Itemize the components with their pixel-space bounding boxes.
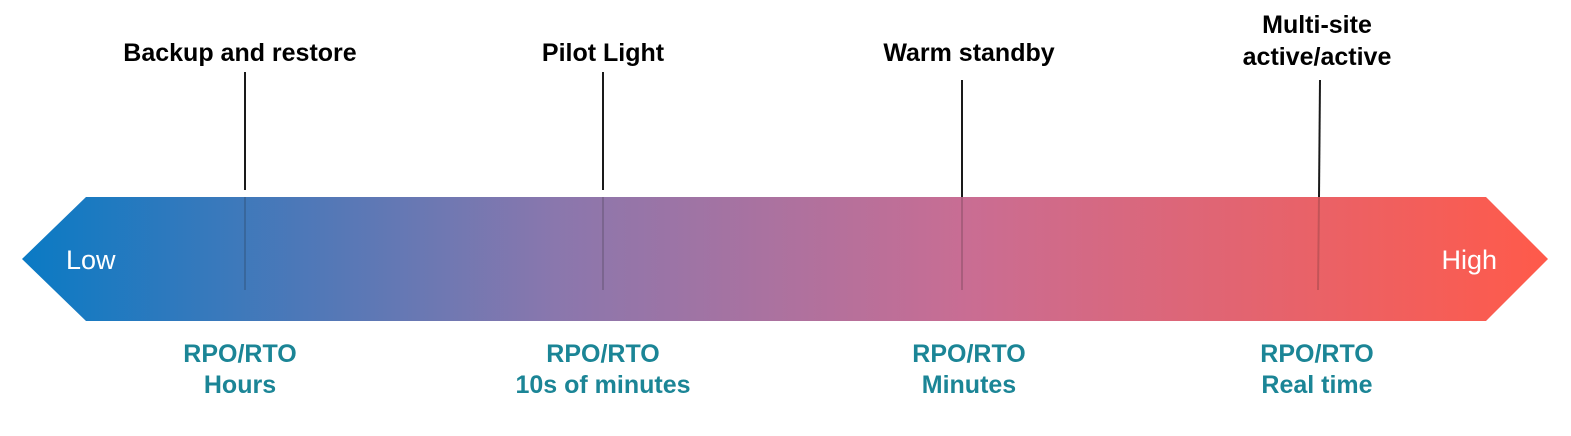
strategy-title: Warm standby bbox=[883, 39, 1054, 67]
rpo-rto-value: Real time bbox=[1261, 371, 1372, 399]
rpo-rto-label: RPO/RTO bbox=[546, 340, 659, 368]
rpo-rto-value: 10s of minutes bbox=[515, 371, 690, 399]
strategy-pilot-light: Pilot Light RPO/RTO 10s of minutes bbox=[515, 39, 690, 399]
strategy-title: Backup and restore bbox=[123, 39, 357, 67]
rpo-rto-label: RPO/RTO bbox=[183, 340, 296, 368]
strategy-title: Pilot Light bbox=[542, 39, 665, 67]
low-label: Low bbox=[66, 245, 116, 275]
low-to-high-arrow bbox=[22, 197, 1548, 321]
rpo-rto-label: RPO/RTO bbox=[912, 340, 1025, 368]
strategy-backup-and-restore: Backup and restore RPO/RTO Hours bbox=[123, 39, 357, 399]
rpo-rto-value: Minutes bbox=[922, 371, 1016, 399]
rpo-rto-label: RPO/RTO bbox=[1260, 340, 1373, 368]
strategy-title-line1: Multi-site bbox=[1262, 11, 1372, 39]
strategy-multi-site-active-active: Multi-site active/active RPO/RTO Real ti… bbox=[1243, 11, 1392, 399]
rpo-rto-value: Hours bbox=[204, 371, 276, 399]
high-label: High bbox=[1441, 245, 1497, 275]
strategy-marker-shadow bbox=[1317, 196, 1320, 291]
strategy-title-line2: active/active bbox=[1243, 43, 1392, 71]
strategy-warm-standby: Warm standby RPO/RTO Minutes bbox=[883, 39, 1054, 399]
strategy-marker-line bbox=[1318, 79, 1321, 198]
